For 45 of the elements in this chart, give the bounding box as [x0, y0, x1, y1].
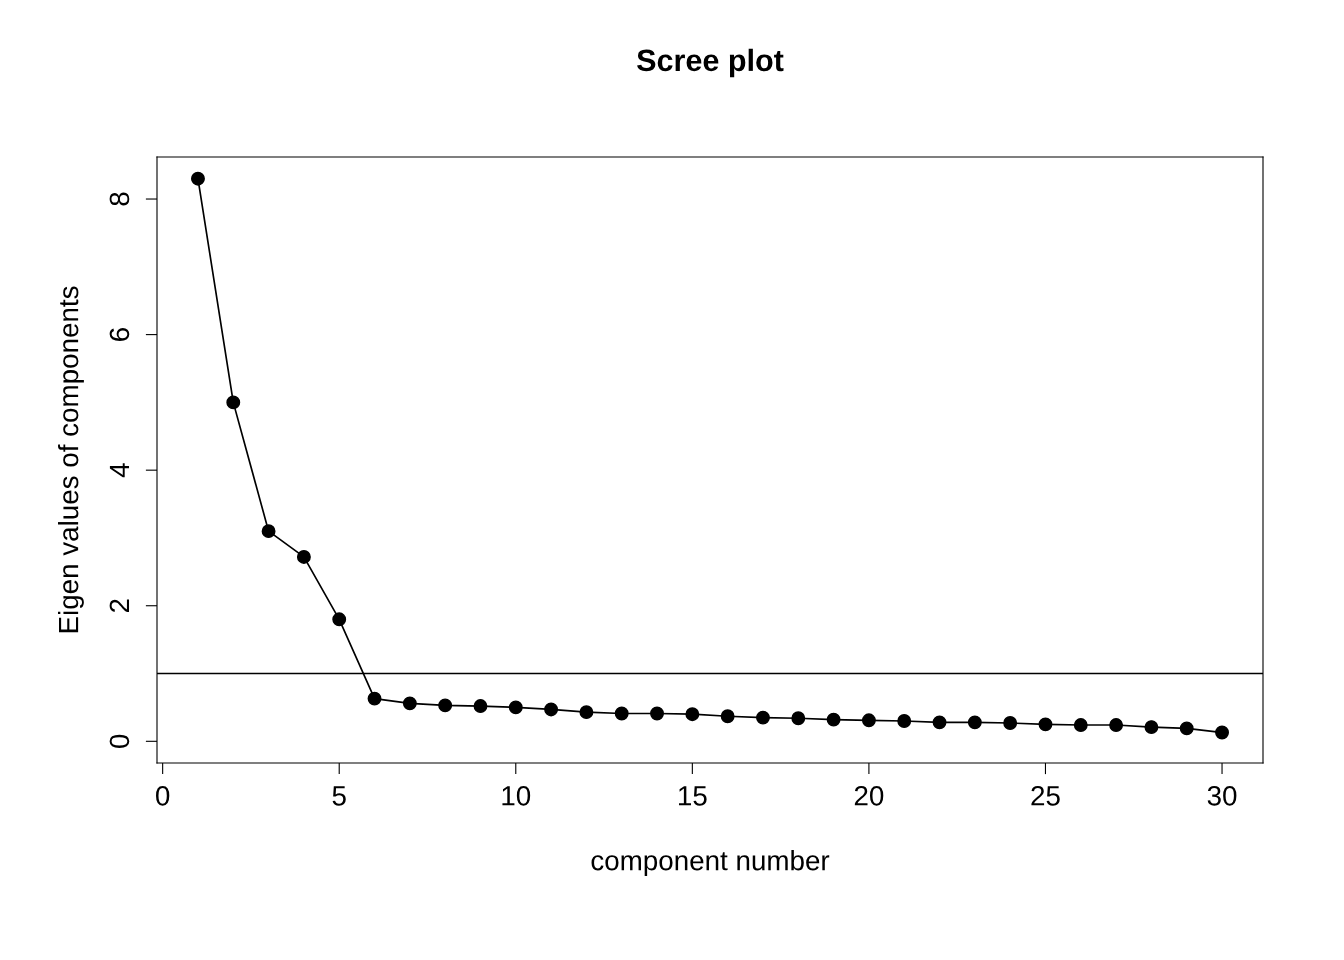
- x-tick-label: 30: [1207, 785, 1237, 806]
- point: [1215, 725, 1229, 740]
- x-axis-title: component number: [591, 850, 830, 876]
- point: [1144, 720, 1159, 735]
- point: [756, 710, 770, 725]
- point: [1073, 718, 1088, 732]
- x-tick-label: 0: [156, 785, 170, 806]
- point: [791, 711, 806, 726]
- point: [261, 524, 276, 539]
- point: [967, 715, 982, 730]
- point: [1109, 718, 1124, 732]
- point: [296, 549, 311, 564]
- point: [191, 171, 205, 186]
- point: [438, 698, 453, 713]
- x-tick-label: 25: [1031, 785, 1060, 806]
- y-tick-label: 4: [109, 463, 130, 478]
- point: [861, 713, 876, 728]
- x-tick-label: 15: [679, 786, 707, 806]
- point: [1038, 717, 1053, 732]
- point: [826, 712, 841, 727]
- point: [1003, 716, 1018, 730]
- point: [720, 709, 735, 724]
- point: [614, 706, 629, 721]
- point: [897, 714, 912, 728]
- y-tick-label: 8: [109, 192, 130, 206]
- point: [402, 696, 417, 711]
- point: [332, 612, 347, 627]
- chart-title: Scree plot: [637, 48, 784, 78]
- y-axis-title: Eigen values of components: [57, 286, 84, 633]
- point: [226, 395, 241, 410]
- y-tick-label: 6: [109, 328, 130, 341]
- y-tick-label: 0: [109, 734, 130, 748]
- point: [579, 705, 594, 720]
- point: [685, 707, 700, 722]
- x-tick-label: 10: [502, 785, 531, 806]
- x-tick-label: 5: [332, 786, 346, 806]
- point: [544, 702, 559, 717]
- point: [508, 700, 523, 715]
- y-tick-label: 2: [109, 599, 130, 613]
- point: [650, 706, 664, 721]
- x-tick-label: 20: [854, 785, 884, 806]
- point: [1179, 721, 1194, 736]
- point: [932, 715, 947, 730]
- point: [367, 691, 382, 706]
- point: [473, 699, 488, 714]
